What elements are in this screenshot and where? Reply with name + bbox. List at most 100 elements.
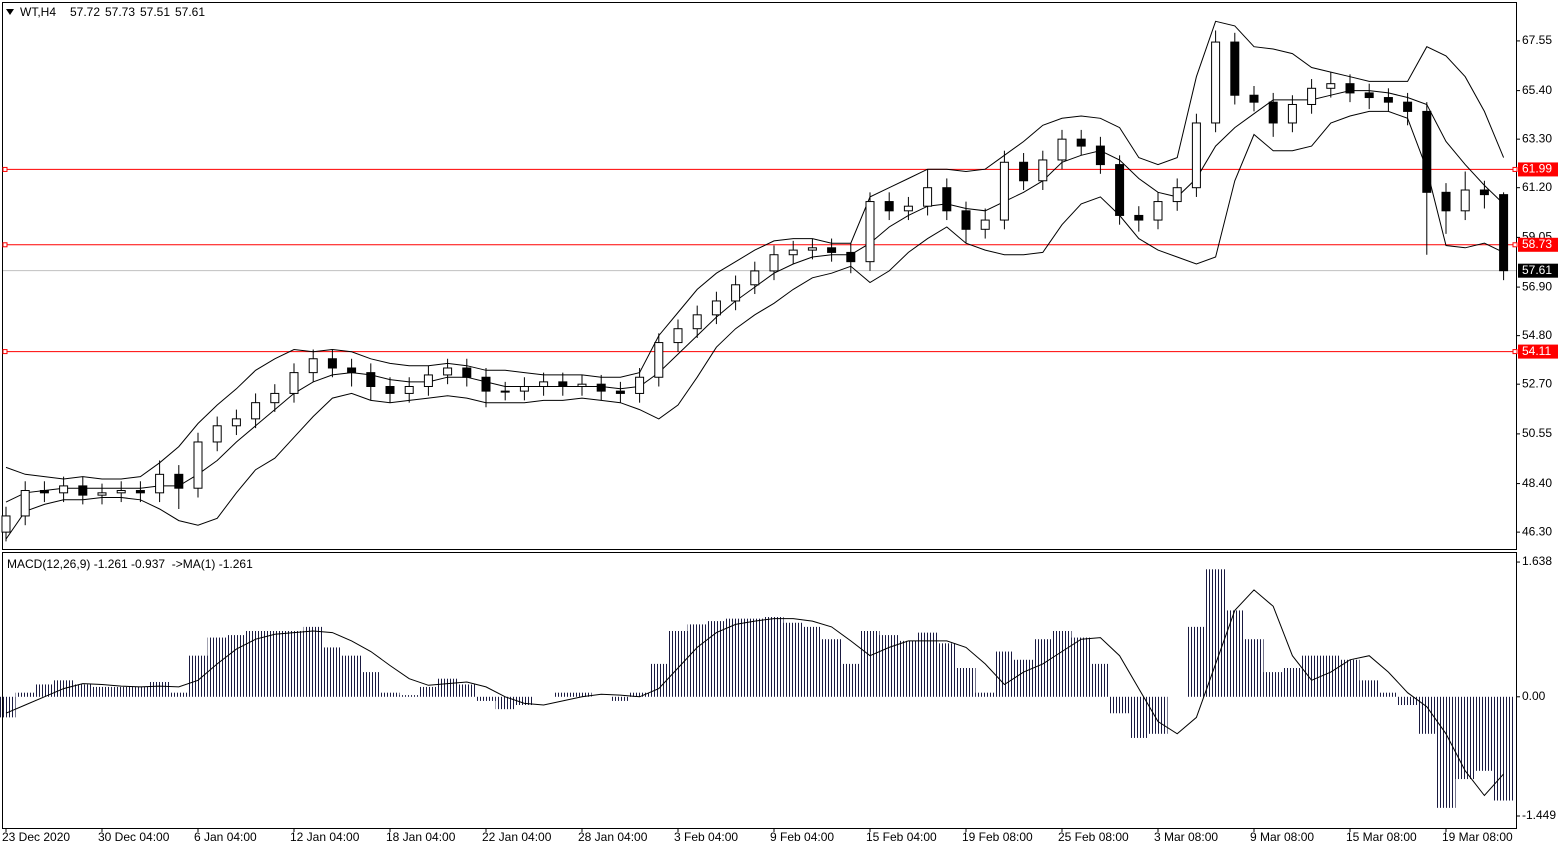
macd-bar xyxy=(553,692,573,697)
candle-body xyxy=(327,358,337,369)
macd-bar xyxy=(937,643,957,697)
macd-bar xyxy=(1263,672,1283,697)
x-tick-label: 3 Feb 04:00 xyxy=(674,830,738,844)
level-handle xyxy=(2,349,8,355)
level-handle xyxy=(2,242,8,248)
macd-bar xyxy=(879,635,899,697)
macd-bar xyxy=(265,630,285,697)
x-tick-label: 28 Jan 04:00 xyxy=(578,830,648,844)
menu-arrow[interactable] xyxy=(6,9,14,15)
candle-body xyxy=(1115,164,1125,216)
candle-body xyxy=(155,473,165,494)
macd-bar xyxy=(1436,696,1456,808)
macd-bar xyxy=(246,630,266,697)
macd-bar xyxy=(918,632,938,697)
y-tick-label: 67.55 xyxy=(1522,33,1552,47)
macd-bar xyxy=(1340,659,1360,697)
candle-body xyxy=(1403,101,1413,112)
candle-body xyxy=(865,201,875,263)
price-panel xyxy=(2,2,1517,550)
macd-bar xyxy=(150,681,170,697)
x-tick-label: 25 Feb 08:00 xyxy=(1058,830,1129,844)
level-label: 54.11 xyxy=(1522,344,1551,358)
candle-body xyxy=(1019,161,1029,182)
candle-body xyxy=(673,328,683,344)
macd-bar xyxy=(975,692,995,697)
macd-bar xyxy=(1494,696,1514,801)
y-tick-label: 56.90 xyxy=(1522,279,1552,293)
candle-body xyxy=(1326,83,1336,89)
candle-body xyxy=(1345,83,1355,94)
macd-bar xyxy=(514,696,534,706)
macd-bar xyxy=(111,686,131,697)
macd-bar xyxy=(630,692,650,697)
candle-body xyxy=(558,381,568,387)
macd-bar xyxy=(15,692,35,697)
candle-body xyxy=(1287,103,1297,124)
candle-body xyxy=(20,490,30,517)
candle-body xyxy=(961,210,971,230)
candle-body xyxy=(731,284,741,302)
macd-bar xyxy=(1359,680,1379,697)
candle-body xyxy=(289,372,299,394)
level-label: 61.99 xyxy=(1522,162,1552,176)
macd-bar xyxy=(130,686,150,697)
macd-bar xyxy=(1186,626,1206,697)
macd-bar xyxy=(572,692,592,697)
candle-body xyxy=(404,385,414,394)
candle-body xyxy=(980,219,990,230)
last-bar-value: 57.72 xyxy=(70,5,100,19)
candle-body xyxy=(251,402,261,420)
candle-body xyxy=(59,485,69,494)
candle-body xyxy=(174,473,184,489)
candle-body xyxy=(942,187,952,212)
level-label-box xyxy=(1518,237,1558,252)
candle-body xyxy=(462,367,472,378)
macd-bar xyxy=(284,630,304,697)
candle-body xyxy=(827,247,837,253)
candle-body xyxy=(1460,189,1470,212)
candle-body xyxy=(308,358,318,374)
macd-bar xyxy=(207,637,227,697)
x-tick-label: 9 Mar 08:00 xyxy=(1250,830,1314,844)
macd-bar xyxy=(322,647,342,697)
current-price-box xyxy=(1518,263,1558,278)
macd-bar xyxy=(706,621,726,697)
macd-bar xyxy=(1090,663,1110,697)
macd-bar xyxy=(92,686,112,697)
candle-body xyxy=(999,161,1009,221)
candle-body xyxy=(1191,122,1201,189)
candle-body xyxy=(884,201,894,212)
x-tick-label: 30 Dec 04:00 xyxy=(98,830,170,844)
candle-body xyxy=(78,485,88,496)
y-tick-label: 1.638 xyxy=(1522,554,1552,568)
macd-bar xyxy=(418,686,438,697)
candle-body xyxy=(903,205,913,212)
x-tick-label: 19 Mar 08:00 xyxy=(1442,830,1513,844)
candle-body xyxy=(788,249,798,256)
macd-bar xyxy=(860,630,880,697)
macd-bar xyxy=(841,663,861,697)
candle-body xyxy=(1268,101,1278,124)
signal-line xyxy=(5,589,1504,797)
y-tick-label: 48.40 xyxy=(1522,476,1552,490)
candle-body xyxy=(1422,110,1432,193)
candle-body xyxy=(1364,92,1374,99)
candle-body xyxy=(116,490,126,494)
macd-bar xyxy=(226,635,246,697)
candle-body xyxy=(1383,97,1393,103)
y-tick-label: 63.30 xyxy=(1522,131,1552,145)
candle-body xyxy=(1134,214,1144,221)
macd-bar xyxy=(457,684,477,697)
macd-bar xyxy=(783,622,803,697)
macd-bar xyxy=(1378,692,1398,697)
candle-body xyxy=(1307,87,1317,105)
candle-body xyxy=(443,367,453,376)
candle-body xyxy=(635,376,645,394)
x-tick-label: 3 Mar 08:00 xyxy=(1154,830,1218,844)
macd-bar xyxy=(0,696,16,718)
x-tick-label: 12 Jan 04:00 xyxy=(290,830,360,844)
current-price-label: 57.61 xyxy=(1522,263,1552,277)
x-tick-label: 15 Feb 04:00 xyxy=(866,830,937,844)
